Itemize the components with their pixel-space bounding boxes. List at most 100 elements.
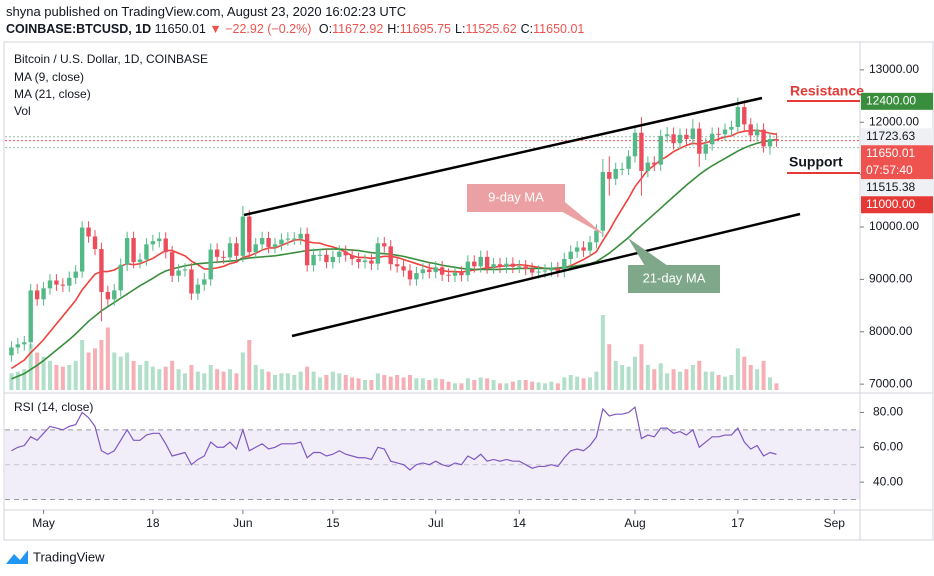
candle-body — [144, 244, 149, 260]
price-label: 11000.00 — [866, 197, 915, 211]
volume-bar — [633, 356, 637, 390]
volume-bar — [266, 371, 271, 390]
ma21-annotation: 21-day MA — [643, 270, 706, 285]
volume-bar — [279, 373, 284, 390]
volume-bar — [60, 366, 65, 390]
candle-body — [433, 267, 438, 273]
volume-bar — [433, 378, 438, 390]
volume-bar — [684, 369, 689, 390]
y-tick-label: 8000.00 — [869, 324, 913, 338]
candle-body — [60, 284, 66, 286]
candle-body — [452, 272, 458, 276]
volume-bar — [665, 373, 670, 390]
volume-bar — [208, 365, 213, 390]
candle-body — [394, 264, 400, 267]
candle-body — [697, 128, 702, 154]
volume-bar — [568, 375, 573, 390]
volume-bar — [401, 377, 406, 390]
candle-body — [214, 249, 220, 257]
candle-body — [234, 243, 239, 256]
volume-bar — [446, 381, 451, 390]
candle-body — [484, 256, 490, 268]
candle-body — [664, 134, 670, 136]
candle-body — [767, 139, 773, 147]
candle-body — [227, 243, 233, 258]
candle-body — [28, 290, 33, 343]
volume-bar — [517, 380, 522, 390]
volume-bar — [658, 363, 663, 390]
volume-bar — [86, 352, 91, 390]
candle-body — [639, 132, 644, 171]
price-label: 11723.63 — [866, 129, 915, 143]
candle-body — [529, 268, 535, 273]
candle-body — [709, 133, 715, 145]
candle-body — [574, 247, 580, 252]
candle-body — [189, 269, 194, 294]
candle-body — [15, 344, 21, 348]
candle-body — [613, 168, 618, 179]
x-tick-label: 15 — [326, 516, 340, 530]
volume-bar — [549, 381, 554, 390]
candle-body — [465, 261, 471, 276]
volume-bar — [176, 369, 181, 390]
volume-bar — [453, 383, 457, 390]
candle-body — [9, 347, 14, 356]
candle-body — [343, 251, 348, 256]
candle-body — [292, 238, 297, 240]
volume-bar — [350, 377, 355, 390]
candle-body — [626, 156, 631, 169]
volume-bar — [742, 356, 747, 390]
candle-body — [517, 266, 522, 268]
candle-body — [677, 134, 683, 144]
volume-bar — [337, 373, 342, 390]
price-label: 11515.38 — [866, 180, 915, 194]
quote-line: COINBASE:BTCUSD, 1D 11650.01 ▼ −22.92 (−… — [6, 22, 584, 36]
volume-bar — [189, 365, 194, 390]
volume-bar — [408, 375, 412, 390]
volume-bar — [478, 377, 483, 390]
candle-body — [47, 280, 53, 289]
volume-bar — [723, 376, 727, 390]
candle-body — [690, 128, 696, 140]
candle-body — [285, 238, 291, 240]
volume-bar — [626, 366, 631, 390]
candle-body — [407, 270, 413, 280]
legend-entry: MA (9, close) — [14, 70, 84, 84]
brand: TradingView — [33, 549, 105, 564]
volume-bar — [607, 344, 612, 390]
channel-upper — [243, 96, 763, 217]
candle-body — [742, 107, 747, 125]
volume-bar — [536, 382, 541, 390]
logo-icon — [6, 550, 28, 564]
volume-bar — [575, 376, 580, 390]
y-tick-label: 9000.00 — [869, 272, 913, 286]
volume-bar — [498, 383, 502, 390]
x-tick-label: Aug — [624, 516, 645, 530]
price-label-box — [861, 92, 933, 110]
resistance-label: Resistance — [790, 83, 864, 99]
candle-body — [337, 251, 342, 257]
symbol: COINBASE:BTCUSD, 1D — [6, 22, 152, 36]
candle-body — [439, 267, 445, 275]
volume-bar — [639, 344, 644, 390]
volume-bar — [774, 383, 779, 390]
candle-body — [124, 238, 130, 265]
volume-bar — [54, 365, 59, 390]
candle-body — [202, 279, 207, 285]
support-label: Support — [789, 154, 843, 170]
volume-bar — [356, 378, 361, 390]
volume-bar — [240, 352, 245, 390]
candle-body — [54, 280, 59, 285]
candle-body — [748, 124, 753, 136]
candle-body — [317, 254, 323, 256]
volume-bar — [678, 371, 682, 390]
price-label-box — [861, 179, 933, 197]
volume-bar — [420, 378, 425, 390]
candle-body — [568, 251, 573, 259]
candle-body — [41, 288, 46, 300]
volume-bar — [247, 340, 252, 390]
volume-bar — [523, 380, 528, 390]
volume-bar — [491, 380, 496, 390]
volume-bar — [562, 377, 567, 390]
